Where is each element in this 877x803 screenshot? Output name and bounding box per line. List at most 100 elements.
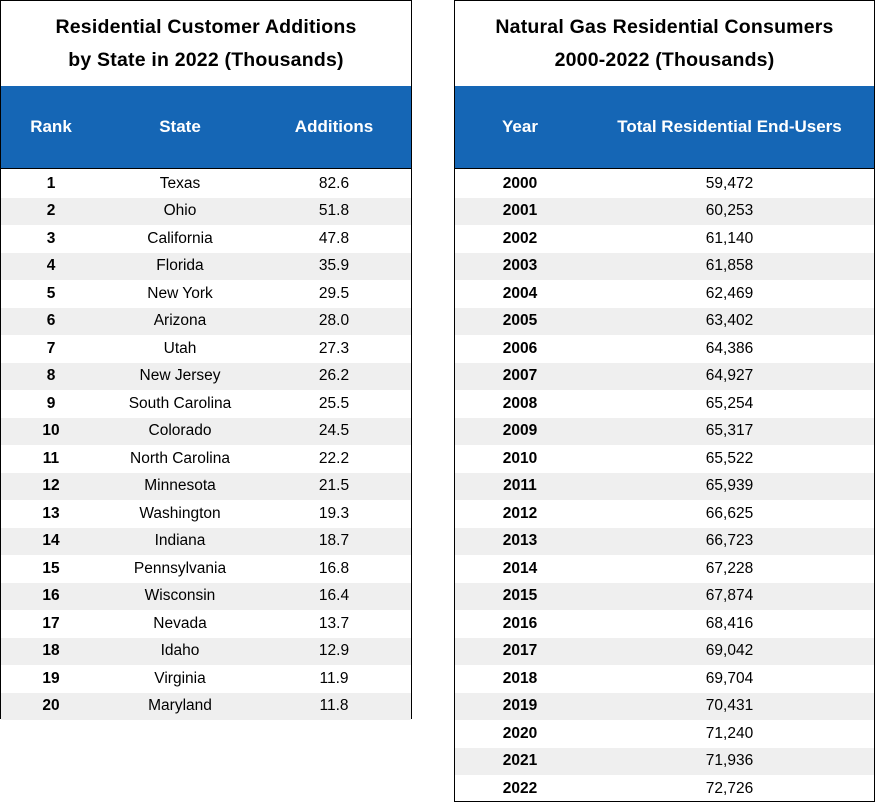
- table-row: 2014 67,228: [455, 555, 874, 583]
- cell-additions: 11.8: [319, 697, 349, 715]
- header-year: Year: [502, 117, 538, 136]
- cell-additions: 28.0: [318, 312, 350, 330]
- cell-year: 2018: [502, 669, 538, 687]
- cell-total: 72,726: [705, 779, 754, 797]
- cell-rank: 17: [42, 614, 60, 632]
- cell-year: 2007: [502, 367, 538, 385]
- cell-rank: 11: [42, 449, 60, 467]
- cell-total: 65,254: [705, 394, 754, 412]
- cell-additions: 26.2: [318, 367, 350, 385]
- table-row: 8 New Jersey 26.2: [1, 362, 411, 390]
- table-row: 2022 72,726: [455, 775, 874, 803]
- title-line-1: Natural Gas Residential Consumers: [495, 15, 834, 38]
- cell-total: 67,228: [705, 559, 754, 577]
- cell-year: 2006: [502, 339, 538, 357]
- cell-year: 2000: [502, 174, 538, 192]
- state-additions-table: Residential Customer Additions by State …: [0, 0, 412, 720]
- cell-state: Indiana: [154, 532, 206, 550]
- cell-state: South Carolina: [128, 394, 232, 412]
- cell-rank: 20: [42, 697, 60, 715]
- table-row: 6 Arizona 28.0: [1, 307, 411, 335]
- cell-total: 65,522: [705, 449, 754, 467]
- cell-additions: 24.5: [318, 422, 350, 440]
- cell-total: 64,386: [705, 339, 754, 357]
- table-body: 2000 59,472 2001 60,253 2002 61,140 2003 61,858…: [455, 169, 874, 803]
- cell-total: 66,723: [705, 532, 754, 550]
- cell-additions: 82.6: [318, 174, 350, 192]
- cell-total: 71,240: [705, 724, 754, 742]
- table-row: 2010 65,522: [455, 445, 874, 473]
- cell-total: 64,927: [705, 367, 754, 385]
- table-row: 7 Utah 27.3: [1, 335, 411, 363]
- cell-year: 2013: [502, 532, 538, 550]
- cell-rank: 13: [42, 504, 60, 522]
- cell-additions: 21.5: [318, 477, 350, 495]
- cell-year: 2015: [502, 587, 538, 605]
- cell-year: 2017: [502, 642, 538, 660]
- table-row: 11 North Carolina 22.2: [1, 445, 411, 473]
- header-rank: Rank: [30, 117, 72, 136]
- cell-year: 2020: [502, 724, 538, 742]
- cell-year: 2002: [502, 229, 538, 247]
- table-row: 19 Virginia 11.9: [1, 665, 411, 693]
- cell-state: California: [147, 229, 213, 247]
- cell-state: Pennsylvania: [133, 559, 227, 577]
- residential-consumers-table: Natural Gas Residential Consumers 2000-2…: [454, 0, 875, 802]
- cell-additions: 29.5: [318, 284, 350, 302]
- cell-state: Washington: [139, 504, 221, 522]
- table-title: Residential Customer Additions by State …: [1, 1, 411, 86]
- cell-year: 2001: [502, 202, 538, 220]
- cell-state: New York: [147, 284, 213, 302]
- table-row: 2011 65,939: [455, 472, 874, 500]
- cell-total: 71,936: [705, 752, 754, 770]
- cell-rank: 9: [46, 394, 56, 412]
- table-row: 15 Pennsylvania 16.8: [1, 555, 411, 583]
- cell-year: 2011: [503, 477, 537, 495]
- cell-total: 68,416: [705, 614, 754, 632]
- title-line-2: by State in 2022 (Thousands): [68, 48, 344, 71]
- table-row: 2006 64,386: [455, 335, 874, 363]
- cell-state: Arizona: [153, 312, 207, 330]
- cell-total: 70,431: [705, 697, 754, 715]
- cell-state: Minnesota: [144, 477, 216, 495]
- table-row: 10 Colorado 24.5: [1, 417, 411, 445]
- cell-year: 2005: [502, 312, 538, 330]
- table-row: 2 Ohio 51.8: [1, 197, 411, 225]
- table-row: 2012 66,625: [455, 500, 874, 528]
- cell-year: 2003: [502, 257, 538, 275]
- table-row: 3 California 47.8: [1, 225, 411, 253]
- cell-rank: 10: [42, 422, 60, 440]
- table-row: 2018 69,704: [455, 665, 874, 693]
- table-header: Rank State Additions: [1, 86, 411, 169]
- cell-additions: 47.8: [318, 229, 350, 247]
- cell-additions: 11.9: [319, 669, 349, 687]
- table-row: 2009 65,317: [455, 417, 874, 445]
- cell-year: 2019: [502, 697, 538, 715]
- cell-additions: 51.8: [318, 202, 350, 220]
- cell-rank: 16: [42, 587, 60, 605]
- cell-state: Wisconsin: [144, 587, 216, 605]
- table-row: 1 Texas 82.6: [1, 170, 411, 198]
- cell-total: 69,704: [705, 669, 754, 687]
- cell-state: Texas: [159, 174, 201, 192]
- table-row: 2016 68,416: [455, 610, 874, 638]
- cell-state: Colorado: [148, 422, 212, 440]
- table-row: 2002 61,140: [455, 225, 874, 253]
- cell-total: 66,625: [705, 504, 754, 522]
- table-row: 17 Nevada 13.7: [1, 610, 411, 638]
- table-row: 16 Wisconsin 16.4: [1, 582, 411, 610]
- header-additions: Additions: [294, 117, 374, 136]
- cell-state: Maryland: [148, 697, 212, 715]
- cell-total: 59,472: [705, 174, 754, 192]
- cell-additions: 22.2: [318, 449, 350, 467]
- cell-state: Idaho: [160, 642, 200, 660]
- cell-additions: 12.9: [318, 642, 350, 660]
- cell-rank: 12: [42, 477, 60, 495]
- table-row: 2005 63,402: [455, 307, 874, 335]
- cell-state: Ohio: [163, 202, 197, 220]
- cell-total: 62,469: [705, 284, 754, 302]
- cell-rank: 1: [46, 174, 56, 192]
- table-row: 2019 70,431: [455, 692, 874, 720]
- table-title: Natural Gas Residential Consumers 2000-2…: [455, 1, 874, 86]
- table-row: 2017 69,042: [455, 637, 874, 665]
